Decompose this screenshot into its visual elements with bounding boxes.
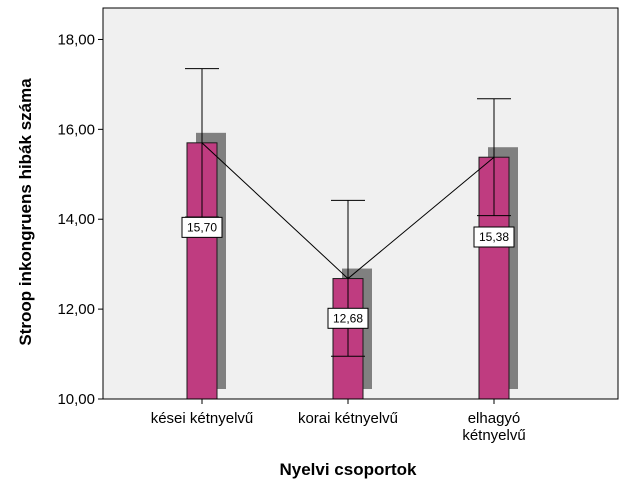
data-label: 12,68: [333, 311, 363, 325]
x-tick-label: kései kétnyelvű: [151, 410, 254, 427]
y-tick-label: 18,00: [57, 31, 95, 48]
x-tick-label: korai kétnyelvű: [298, 410, 398, 427]
y-axis-title: Stroop inkongruens hibák száma: [16, 78, 35, 346]
data-label: 15,70: [187, 220, 217, 234]
y-tick-label: 10,00: [57, 391, 95, 408]
x-tick-label: elhagyó kétnyelvű: [462, 410, 525, 444]
data-label-box: [327, 307, 369, 329]
y-tick-label: 12,00: [57, 301, 95, 318]
data-label-box: [473, 226, 515, 248]
data-label: 15,38: [479, 230, 509, 244]
y-tick-label: 16,00: [57, 121, 95, 138]
chart-marks: 15,70 12,68 15,38: [181, 68, 518, 400]
axes: 10,00 12,00 14,00 16,00 18,00 kései kétnyelvű…: [57, 8, 618, 444]
data-label-box: [181, 216, 223, 238]
x-axis-title: Nyelvi csoportok: [280, 460, 418, 479]
y-tick-label: 14,00: [57, 211, 95, 228]
